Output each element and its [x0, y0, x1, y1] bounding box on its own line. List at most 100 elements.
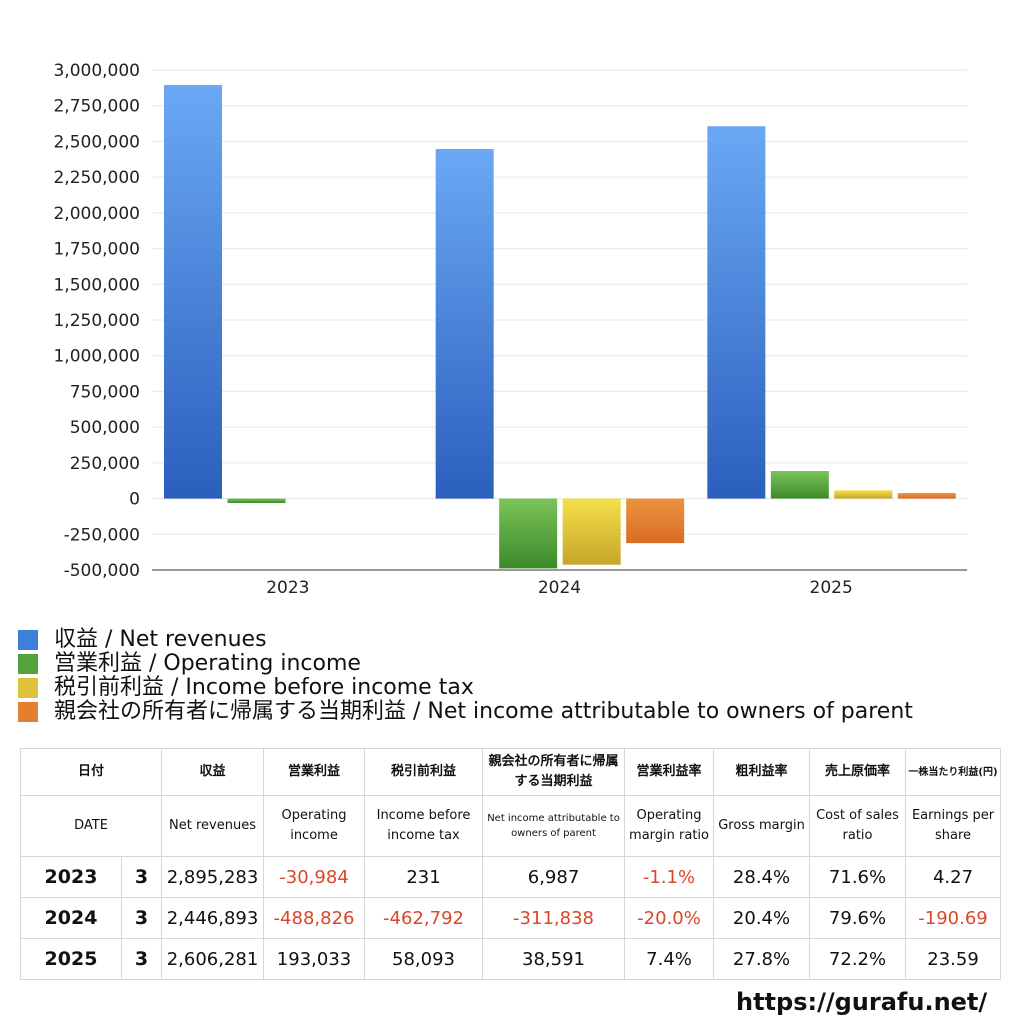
chart-gridlines: [152, 69, 967, 571]
bar-2025-series-1: [770, 470, 829, 499]
y-tick-label: 2,500,000: [53, 132, 140, 152]
cell-revenues: 2,606,281: [161, 938, 265, 980]
legend-label: 税引前利益 / Income before income tax: [54, 675, 474, 700]
header-operating-income-jp: 営業利益: [263, 748, 366, 796]
bar-2023-series-0: [164, 84, 222, 499]
table-header-en: DATE Net revenues Operating income Incom…: [19, 795, 1002, 857]
legend-item-net-income-parent: 親会社の所有者に帰属する当期利益 / Net income attributab…: [18, 700, 913, 724]
table-row: 2025 3 2,606,281 193,033 58,093 38,591 7…: [20, 938, 1002, 980]
bar-2025-series-2: [834, 490, 893, 499]
header-income-before-tax-en: Income before income tax: [364, 795, 484, 857]
legend-swatch: [18, 630, 38, 650]
cell-eps: 4.27: [905, 856, 1002, 898]
bar-2025-series-0: [707, 126, 766, 499]
header-date-jp: 日付: [19, 748, 163, 796]
legend-label: 収益 / Net revenues: [54, 627, 267, 652]
y-tick-label: 0: [129, 490, 140, 510]
row-month: 3: [120, 938, 163, 980]
table-header-jp: 日付 収益 営業利益 税引前利益 親会社の所有者に帰属する当期利益 営業利益率 …: [19, 748, 1002, 796]
cell-operating-margin: 7.4%: [624, 938, 715, 980]
financial-table: 日付 収益 営業利益 税引前利益 親会社の所有者に帰属する当期利益 営業利益率 …: [19, 748, 1002, 980]
header-operating-margin-jp: 営業利益率: [624, 748, 715, 796]
cell-cost-of-sales: 72.2%: [809, 938, 907, 980]
cell-cost-of-sales: 79.6%: [809, 897, 907, 939]
header-eps-jp: 一株当たり利益(円): [905, 748, 1002, 796]
header-cost-of-sales-jp: 売上原価率: [809, 748, 907, 796]
header-date-en: DATE: [19, 795, 163, 857]
x-tick-label: 2025: [810, 578, 853, 598]
x-tick-label: 2024: [538, 578, 581, 598]
cell-income-before-tax: 231: [364, 856, 484, 898]
y-tick-label: 1,000,000: [53, 347, 140, 367]
bar-2023-series-1: [227, 498, 286, 503]
legend-item-income-before-tax: 税引前利益 / Income before income tax: [18, 676, 913, 700]
cell-gross-margin: 20.4%: [713, 897, 811, 939]
legend-label: 親会社の所有者に帰属する当期利益 / Net income attributab…: [54, 699, 913, 724]
chart-legend: 収益 / Net revenues 営業利益 / Operating incom…: [18, 628, 913, 724]
cell-net-income-parent: 38,591: [482, 938, 626, 980]
header-cost-of-sales-en: Cost of sales ratio: [809, 795, 907, 857]
cell-cost-of-sales: 71.6%: [809, 856, 907, 898]
footer-url[interactable]: https://gurafu.net/: [736, 988, 988, 1016]
y-tick-label: 3,000,000: [53, 61, 140, 81]
y-tick-label: 2,000,000: [53, 204, 140, 224]
table-row: 2023 3 2,895,283 -30,984 231 6,987 -1.1%…: [20, 856, 1002, 898]
cell-income-before-tax: -462,792: [364, 897, 484, 939]
legend-item-operating-income: 営業利益 / Operating income: [18, 652, 913, 676]
header-gross-margin-en: Gross margin: [713, 795, 811, 857]
header-income-before-tax-jp: 税引前利益: [364, 748, 484, 796]
legend-swatch: [18, 702, 38, 722]
y-tick-label: 500,000: [70, 418, 140, 438]
row-month: 3: [120, 897, 163, 939]
cell-eps: -190.69: [905, 897, 1002, 939]
bar-2024-series-1: [499, 498, 558, 569]
row-year: 2025: [20, 938, 122, 980]
cell-operating-income: -30,984: [263, 856, 366, 898]
y-tick-label: -250,000: [64, 525, 140, 545]
chart-bars: [164, 84, 956, 569]
y-tick-label: 1,750,000: [53, 240, 140, 260]
header-revenues-en: Net revenues: [161, 795, 265, 857]
y-tick-label: 1,250,000: [53, 311, 140, 331]
header-operating-margin-en: Operating margin ratio: [624, 795, 715, 857]
legend-label: 営業利益 / Operating income: [54, 651, 361, 676]
y-tick-label: 2,250,000: [53, 168, 140, 188]
legend-swatch: [18, 678, 38, 698]
header-operating-income-en: Operating income: [263, 795, 366, 857]
bar-2024-series-0: [435, 149, 494, 499]
cell-operating-margin: -1.1%: [624, 856, 715, 898]
header-eps-en: Earnings per share: [905, 795, 1002, 857]
cell-gross-margin: 27.8%: [713, 938, 811, 980]
chart-axes: -500,000 -250,000 0 250,000 500,000 750,000 1,…: [53, 61, 967, 598]
header-gross-margin-jp: 粗利益率: [713, 748, 811, 796]
y-tick-label: 250,000: [70, 454, 140, 474]
bar-chart: -500,000 -250,000 0 250,000 500,000 750,000 1,…: [53, 61, 967, 598]
cell-operating-margin: -20.0%: [624, 897, 715, 939]
x-tick-label: 2023: [266, 578, 309, 598]
header-net-income-parent-en: Net income attributable to owners of par…: [482, 795, 626, 857]
cell-revenues: 2,895,283: [161, 856, 265, 898]
y-tick-label: 750,000: [70, 382, 140, 402]
legend-swatch: [18, 654, 38, 674]
cell-income-before-tax: 58,093: [364, 938, 484, 980]
header-revenues-jp: 収益: [161, 748, 265, 796]
bar-2025-series-3: [897, 493, 956, 499]
y-tick-label: 2,750,000: [53, 97, 140, 117]
row-year: 2023: [20, 856, 122, 898]
row-month: 3: [120, 856, 163, 898]
table-row: 2024 3 2,446,893 -488,826 -462,792 -311,…: [20, 897, 1002, 939]
cell-operating-income: 193,033: [263, 938, 366, 980]
row-year: 2024: [20, 897, 122, 939]
y-tick-label: -500,000: [64, 561, 140, 581]
cell-net-income-parent: 6,987: [482, 856, 626, 898]
cell-eps: 23.59: [905, 938, 1002, 980]
cell-gross-margin: 28.4%: [713, 856, 811, 898]
bar-2024-series-3: [626, 498, 685, 544]
y-tick-label: 1,500,000: [53, 275, 140, 295]
header-net-income-parent-jp: 親会社の所有者に帰属する当期利益: [482, 748, 626, 796]
cell-operating-income: -488,826: [263, 897, 366, 939]
legend-item-net-revenues: 収益 / Net revenues: [18, 628, 913, 652]
cell-net-income-parent: -311,838: [482, 897, 626, 939]
cell-revenues: 2,446,893: [161, 897, 265, 939]
bar-2024-series-2: [562, 498, 621, 565]
